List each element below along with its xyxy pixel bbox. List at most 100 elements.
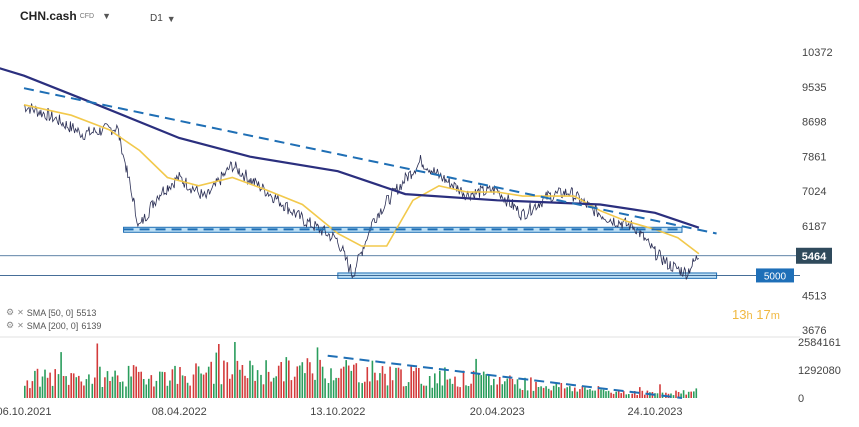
volume-bar [526,390,529,398]
indicator-sma200[interactable]: ⚙ ✕ SMA [200, 0] 6139 [6,320,101,331]
volume-bar [639,387,641,398]
volume-bar [563,388,566,398]
volume-bar [482,371,485,398]
volume-bar [659,384,661,398]
volume-bar [456,386,459,398]
timer-hours-unit: h [746,310,753,322]
volume-bar [171,369,174,398]
volume-bar [364,381,366,398]
volume-bar [319,359,321,398]
volume-bar [680,393,682,398]
indicator-sma50[interactable]: ⚙ ✕ SMA [50, 0] 5513 [6,307,96,318]
indicator-label: SMA [200, 0] [26,320,79,331]
instrument-type: CFD [79,12,95,20]
volume-bar [218,344,220,398]
volume-bar [347,365,350,398]
volume-bar [277,365,280,398]
y-tick-label: 3676 [802,325,826,337]
y-tick-label: 7861 [802,151,826,163]
y-tick-label: 6187 [802,221,826,233]
volume-bar [106,371,109,398]
volume-bar [166,385,169,398]
volume-bar [371,360,374,398]
volume-bar [410,365,412,398]
volume-bar [586,389,589,398]
volume-bar [345,360,347,398]
price-badges: 5464 5000 [756,247,832,283]
volume-bar [675,390,677,398]
volume-bar [31,381,34,398]
volume-bar [574,387,576,398]
volume-bar [265,360,267,398]
volume-bar [350,370,353,398]
volume-bar [576,391,579,398]
current-price-label: 5464 [802,251,827,263]
volume-bar [169,380,171,398]
resistance-trendline[interactable] [23,87,717,235]
timer-minutes: 17 [756,307,771,322]
volume-bar [72,373,75,398]
volume-bar [425,385,428,398]
volume-bar [29,388,31,398]
volume-bar [584,387,586,398]
volume-bar [397,367,400,398]
volume-bar [280,362,282,398]
volume-bar [514,384,516,398]
volume-trendline[interactable] [327,354,683,399]
volume-bar [176,383,179,398]
volume-bar [127,365,130,398]
volume-bar [636,395,638,398]
timer-minutes-unit: m [770,310,780,322]
volume-bar [488,375,490,398]
level-label: 5000 [764,271,787,282]
volume-bar [96,343,99,398]
volume-bar [132,365,135,398]
volume-bar [672,395,675,398]
volume-bar [511,378,514,398]
symbol-selector[interactable]: CHN.cash CFD ▼ [20,9,111,23]
timeframe-selector[interactable]: D1 ▼ [150,13,176,24]
volume-bar [116,375,119,398]
close-icon[interactable]: ✕ [17,308,24,317]
chevron-down-icon[interactable]: ▼ [166,13,176,24]
volume-bars [24,342,698,399]
level-badge [756,268,794,283]
volume-bar [200,373,202,398]
volume-bar [301,362,304,398]
y-tick-label: 8698 [802,117,826,129]
volume-bar [114,370,116,398]
volume-bar [496,384,498,398]
volume-bar [104,377,106,398]
volume-bar [521,390,524,398]
volume-bar [552,385,555,398]
volume-bar [49,372,51,398]
close-icon[interactable]: ✕ [17,321,24,330]
volume-bar [85,379,88,398]
settings-icon[interactable]: ⚙ [6,307,15,317]
volume-bar [306,358,309,398]
symbol-name: CHN.cash [20,9,77,23]
volume-bar [246,378,249,398]
volume-bar [436,383,439,398]
y-tick-label: 10372 [802,47,833,59]
volume-bar [532,390,535,398]
chevron-down-icon[interactable]: ▼ [102,11,111,21]
volume-bar [324,378,326,398]
volume-bar [366,367,369,398]
volume-bar [641,390,644,398]
settings-icon[interactable]: ⚙ [6,320,15,330]
volume-y-tick-label: 0 [798,393,804,405]
volume-y-tick-label: 2584161 [798,337,841,349]
volume-bar [509,375,511,398]
volume-bar [78,375,80,398]
volume-bar [550,390,552,398]
volume-bar [145,384,148,398]
volume-bar [376,380,379,398]
volume-bar [195,363,197,398]
volume-bar [379,373,381,398]
series-lines [0,67,800,280]
volume-bar [656,393,659,398]
volume-bar [34,370,36,398]
volume-bar [186,382,189,398]
volume-bar [441,385,444,398]
